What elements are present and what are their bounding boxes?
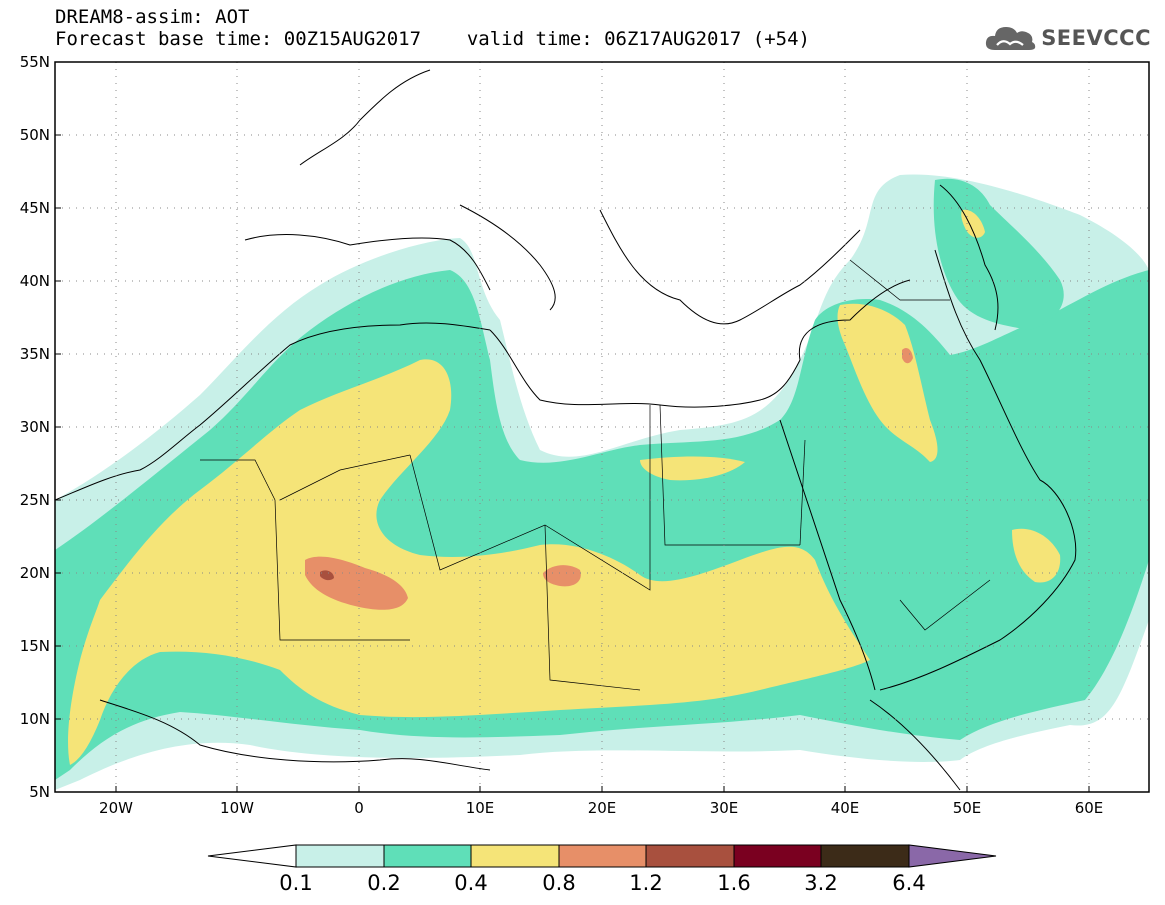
aot-band-0.8-chad <box>543 565 581 587</box>
lat-label: 50N <box>20 126 50 144</box>
colorbar: 0.1 0.2 0.4 0.8 1.2 1.6 3.2 6.4 <box>207 844 997 895</box>
colorbar-label: 0.4 <box>454 871 487 895</box>
lon-label: 10W <box>220 799 254 817</box>
lon-label: 40E <box>831 799 860 817</box>
aot-band-0.8-niger <box>305 556 408 610</box>
lat-label: 25N <box>20 491 50 509</box>
borders <box>200 259 991 691</box>
aot-band-0.8-iraq <box>902 347 913 364</box>
lat-label: 35N <box>20 345 50 363</box>
colorbar-swatch <box>470 844 560 868</box>
colorbar-swatch <box>558 844 647 868</box>
lat-label: 40N <box>20 272 50 290</box>
colorbar-label: 6.4 <box>892 871 925 895</box>
lon-label: 0 <box>354 799 364 817</box>
map-title: DREAM8-assim: AOT <box>55 6 250 28</box>
lat-label: 55N <box>20 53 50 71</box>
colorbar-label: 0.8 <box>542 871 575 895</box>
colorbar-label: 1.2 <box>629 871 662 895</box>
colorbar-swatch <box>733 844 822 868</box>
coastlines <box>55 69 1077 791</box>
cloud-icon <box>986 27 1036 50</box>
colorbar-low-extend <box>207 844 297 868</box>
aot-band-1.2 <box>320 570 334 581</box>
lat-label: 30N <box>20 418 50 436</box>
valid-time: valid time: 06Z17AUG2017 (+54) <box>466 28 810 50</box>
aot-band-0.4-oman <box>1012 528 1061 583</box>
lat-label: 45N <box>20 199 50 217</box>
aot-contours <box>55 62 1149 792</box>
colorbar-swatch <box>383 844 472 868</box>
lon-label: 20W <box>99 799 133 817</box>
logo-text: SEEVCCC <box>1041 26 1151 50</box>
colorbar-high-extend <box>908 844 997 868</box>
colorbar-label: 0.2 <box>367 871 400 895</box>
lat-label: 15N <box>20 637 50 655</box>
colorbar-label: 0.1 <box>279 871 312 895</box>
lon-label: 20E <box>588 799 617 817</box>
lat-label: 10N <box>20 710 50 728</box>
lon-label: 30E <box>710 799 739 817</box>
colorbar-swatch <box>295 844 385 868</box>
map-header: DREAM8-assim: AOT Forecast base time: 00… <box>55 6 810 50</box>
lon-label: 10E <box>466 799 495 817</box>
aot-band-0.4-libya <box>640 456 745 481</box>
lon-label: 50E <box>953 799 982 817</box>
aot-band-0.4-iraq <box>837 303 938 462</box>
colorbar-label: 3.2 <box>804 871 837 895</box>
seevccc-logo: SEEVCCC <box>983 22 1151 54</box>
colorbar-label: 1.6 <box>717 871 750 895</box>
colorbar-swatch <box>820 844 910 868</box>
lat-tick-marks <box>55 134 61 720</box>
forecast-base-time: Forecast base time: 00Z15AUG2017 <box>55 28 422 50</box>
graticule <box>55 62 1149 792</box>
lat-label: 20N <box>20 564 50 582</box>
lat-label: 5N <box>29 783 50 801</box>
colorbar-swatch <box>645 844 735 868</box>
lon-label: 60E <box>1075 799 1104 817</box>
lon-tick-marks <box>115 786 1090 792</box>
aot-band-0.4 <box>68 359 871 765</box>
